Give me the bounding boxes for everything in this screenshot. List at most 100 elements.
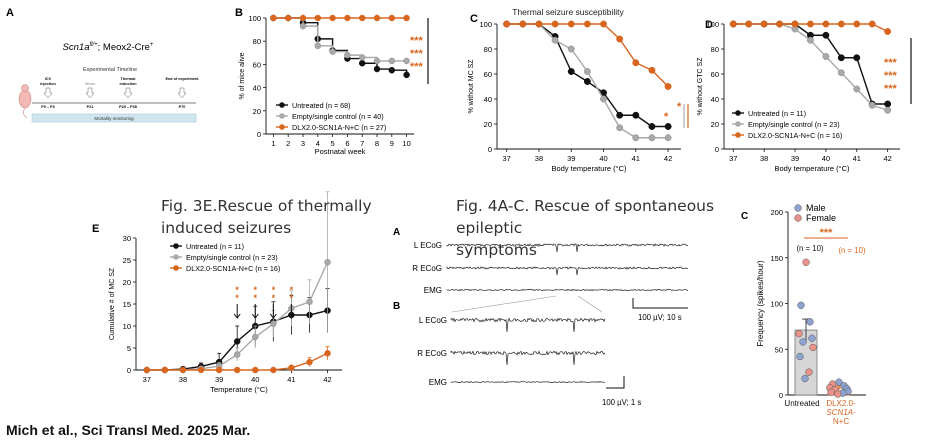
data-point-treated [306, 358, 313, 366]
data-point-treated [760, 20, 768, 28]
data-point-treated [388, 14, 396, 22]
data-point-treated [583, 20, 591, 28]
data-point-control [837, 69, 845, 77]
data-point-control [329, 48, 336, 55]
series-line-untreated [273, 17, 408, 75]
timeline-step-day-1: P21 [87, 105, 94, 109]
data-point-treated [143, 366, 151, 374]
x-tick-label: 7 [360, 139, 364, 148]
panel-a-letter: A [6, 7, 14, 19]
timeline-step-day-3: P70 [179, 105, 186, 109]
x-tick-label: 38 [535, 154, 543, 163]
panel-c-mc-chart: C 0 20 40 60 80 100 37 38 39 40 41 42 Body temperatur… [468, 13, 689, 173]
y-tick-label: 0 [715, 145, 719, 154]
zoom-connector [451, 295, 603, 313]
annotation-stars: * [290, 293, 294, 303]
data-point-untreated [388, 66, 396, 74]
data-point-control [403, 57, 410, 65]
trace-b-2 [450, 381, 605, 383]
data-point-control [868, 101, 876, 109]
data-point-treated [161, 366, 169, 374]
x-tick-label: 1 [271, 139, 275, 148]
y-tick-label: 80 [711, 45, 719, 54]
data-point-treated [403, 14, 410, 22]
channel-label-a-0: L ECoG [414, 241, 442, 250]
mouse-icon [18, 84, 32, 119]
data-point-treated [791, 20, 799, 28]
data-point-treated [252, 366, 259, 374]
data-point-control [373, 57, 381, 65]
x-tick-label: 40 [599, 154, 607, 163]
data-point-control [551, 36, 559, 44]
data-point-treated [776, 20, 784, 28]
series-line-treated [506, 23, 669, 87]
legend-label-untreated: Untreated (n = 11) [186, 242, 244, 251]
caption-fig4: Fig. 4A-C. Rescue of spontaneous epilept… [456, 195, 756, 261]
x-tick-label: 9 [390, 139, 394, 148]
data-point-treated [373, 14, 381, 22]
data-point-control [583, 68, 591, 75]
data-point-untreated [884, 100, 892, 108]
x-tick-label: 5 [331, 139, 335, 148]
n-label-0: (n = 10) [796, 244, 823, 253]
data-point-control [358, 54, 366, 61]
x-tick-label: 40 [251, 375, 259, 384]
x-tick-label: 39 [791, 154, 799, 163]
caption-fig3e-line1: Fig. 3E.Rescue of thermally [161, 197, 372, 215]
data-point-treated [358, 14, 366, 22]
annotation-stars: * [235, 285, 239, 295]
y-tick-label: 100 [770, 300, 783, 309]
panel-letter: E [92, 223, 99, 235]
data-point-treated [600, 20, 607, 28]
caption-fig3e: Fig. 3E.Rescue of thermally induced seiz… [161, 195, 401, 239]
y-tick-label: 20 [123, 278, 131, 287]
data-point-treated [324, 350, 331, 357]
data-point-untreated [403, 71, 410, 79]
significance-star: * [664, 111, 669, 123]
timeline-step-bottom-1: Wean [85, 82, 96, 86]
significance-stars: *** [410, 48, 424, 60]
legend-label-treated: DLX2.0-SCN1A-N+C (n = 16) [748, 131, 842, 140]
data-point-female [802, 258, 810, 266]
y-tick-label: 15 [123, 300, 131, 309]
timeline-arrow-2 [123, 87, 133, 99]
x-tick-label: 42 [323, 375, 331, 384]
category-label-1: SCN1A- [826, 408, 856, 417]
annotation-stars: * [254, 293, 258, 303]
data-point-treated [270, 366, 277, 374]
annotation-stars: * [272, 293, 276, 303]
data-point-untreated [664, 123, 672, 130]
legend-label-treated: DLX2.0-SCN1A-N+C (n = 16) [186, 264, 280, 273]
y-tick-label: 200 [770, 208, 783, 217]
x-axis-label: Temperature (°C) [210, 385, 268, 394]
data-point-treated [632, 59, 640, 67]
panel-4c-frequency-chart: C 0 50 100 150 200 Frequency (spikes/hour) Untr… [741, 203, 866, 426]
annotation-arrow [233, 304, 241, 319]
y-tick-label: 80 [253, 37, 261, 46]
data-point-control [853, 85, 861, 93]
legend-marker-control [173, 254, 179, 260]
data-point-treated [519, 20, 527, 28]
y-tick-label: 100 [706, 20, 719, 29]
x-tick-label: 37 [143, 375, 151, 384]
legend-marker-untreated [173, 243, 179, 249]
significance-stars: *** [410, 61, 424, 73]
y-axis-label: Cumulative # of MC SZ [109, 267, 116, 340]
data-point-untreated [616, 111, 624, 119]
legend-label-male: Male [806, 203, 826, 213]
timeline-arrow-0 [43, 87, 53, 99]
data-point-untreated [632, 111, 640, 119]
genotype-sup: fl/+ [89, 42, 98, 48]
y-tick-label: 0 [257, 130, 261, 139]
data-point-treated [567, 20, 575, 28]
legend-label-female: Female [806, 213, 836, 223]
y-tick-label: 20 [253, 107, 261, 116]
y-tick-label: 5 [127, 344, 131, 353]
data-point-control [299, 22, 307, 30]
timeline-step-top-0: ICV [45, 77, 52, 81]
data-point-control [616, 124, 624, 132]
x-tick-label: 3 [301, 139, 305, 148]
annotation-stars: * [272, 285, 276, 295]
y-tick-label: 40 [711, 95, 719, 104]
